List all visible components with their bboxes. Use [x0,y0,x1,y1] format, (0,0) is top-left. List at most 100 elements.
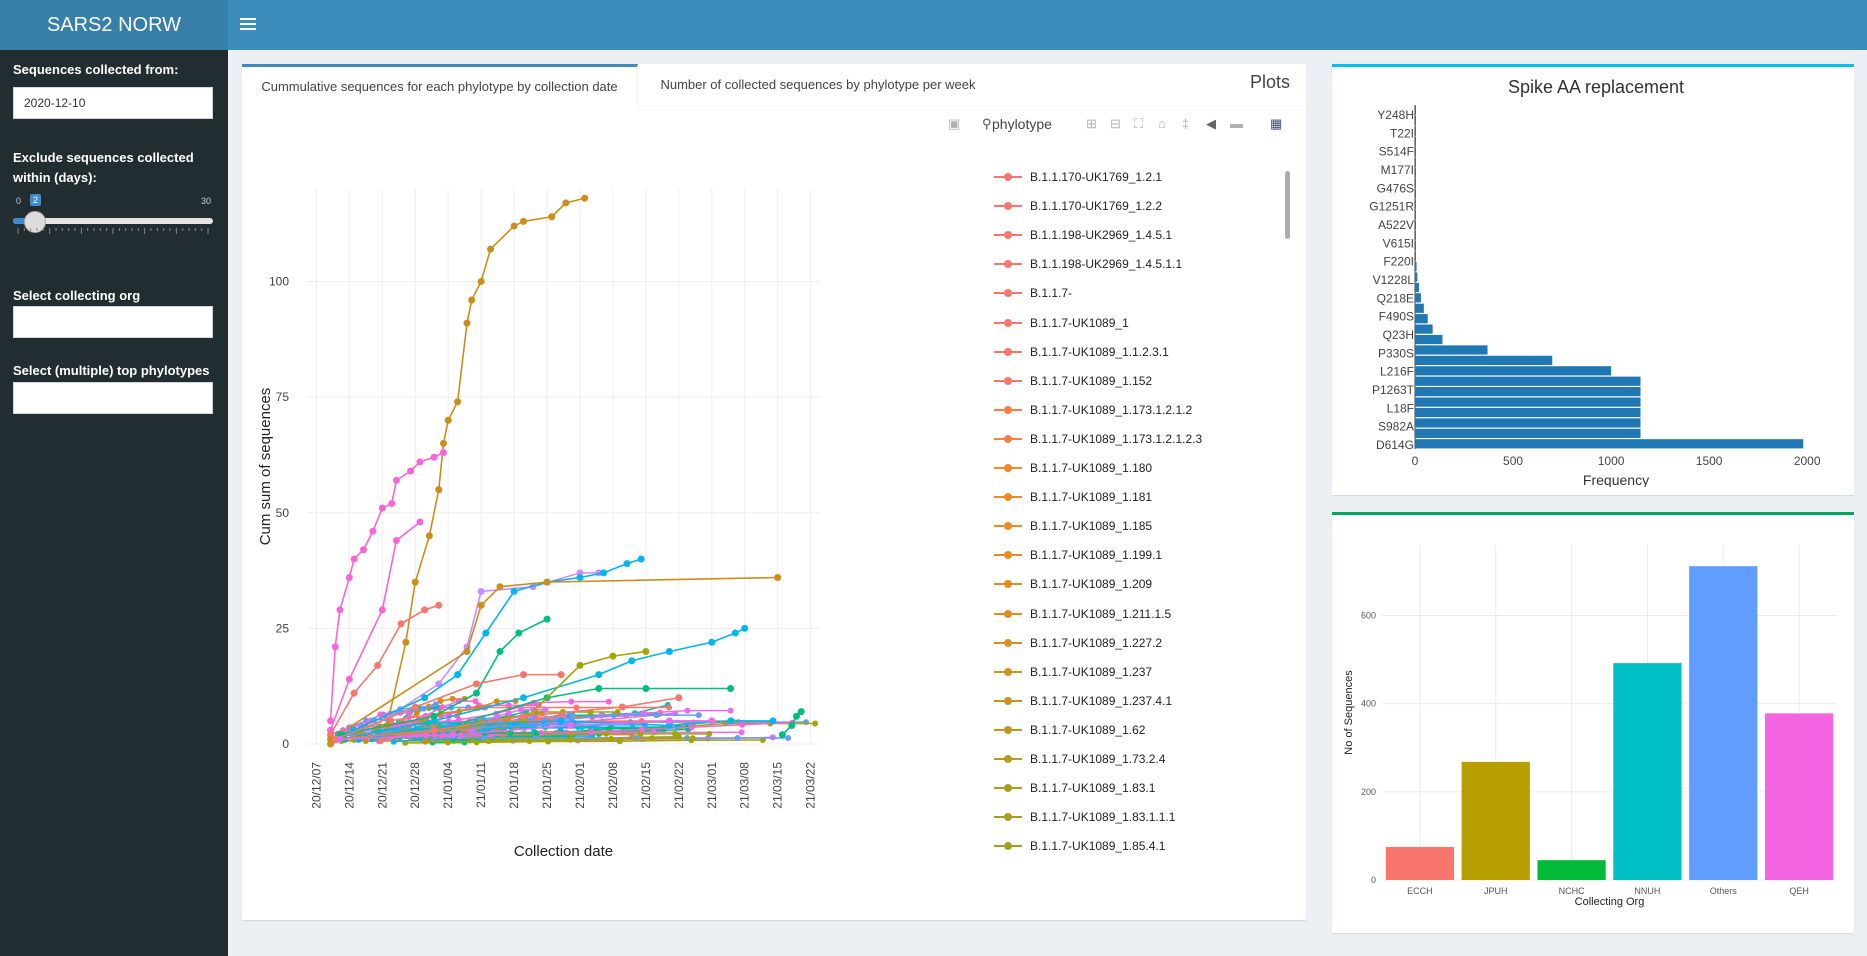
series-point [454,398,462,406]
series-point [444,416,452,424]
series-point [454,671,462,679]
series-point [618,703,626,711]
series-point [402,638,410,646]
background-series-point [812,720,819,727]
series-line [329,521,421,731]
background-series-point [444,739,451,746]
slider-ticks [17,228,209,234]
spike-bar [1415,303,1424,313]
slider-handle[interactable] [24,211,46,233]
series-point [774,574,782,581]
app-brand[interactable]: SARS2 NORW [0,0,228,50]
plots-tabbox: Cummulative sequences for each phylotype… [242,64,1306,920]
background-series-point [684,707,691,714]
phylotypes-select[interactable] [13,382,213,414]
legend-marker [1004,289,1012,298]
x-tick-label: 21/01/04 [441,762,455,809]
phylotype-legend[interactable]: B.1.1.170-UK1769_1.2.1 B.1.1.170-UK1769_1… [994,168,1254,853]
background-series-point [666,704,673,711]
background-series-point [614,708,621,715]
series-point [411,703,419,711]
series-point [510,222,518,230]
series-point [331,643,339,651]
zoom-out-icon[interactable]: ⊟ [1110,116,1121,131]
series-point [557,717,565,725]
spike-bar [1415,397,1641,407]
zoom-icon[interactable]: ⚲ [982,116,992,131]
background-series-point [567,736,574,743]
series-point [477,601,485,609]
tab-bar: Cummulative sequences for each phylotype… [242,64,1306,109]
spike-bar [1415,345,1488,355]
slider-min-label: 0 [16,196,22,206]
series-point [496,583,504,591]
spike-bar [1415,272,1418,282]
series-point [435,601,443,609]
spike-bar [1415,387,1641,397]
series-point [345,675,353,683]
series-point [416,518,424,526]
spike-bar [1415,178,1416,188]
x-tick-label: 21/01/25 [540,762,554,809]
legend-marker [1004,609,1012,618]
slider-track[interactable] [13,218,213,224]
series-point [487,245,495,253]
series-point [392,476,400,484]
spike-category-label: Q23H [1383,328,1414,342]
series-point [439,449,447,457]
spike-bar [1415,334,1443,345]
series-point [543,578,551,586]
spike-bar [1415,251,1416,261]
series-point [463,648,471,655]
x-tick-label: 21/01/18 [507,762,521,809]
x-tick-label: QEH [1789,886,1809,896]
background-series-point [518,706,525,713]
background-series-point [568,698,575,705]
series-point [515,629,523,637]
series-point [392,537,400,544]
autoscale-icon[interactable]: ⛶ [1134,116,1144,131]
background-series-point [688,724,695,731]
series-line [339,618,548,736]
spike-bar [1415,230,1416,240]
x-tick-label: 21/03/22 [804,762,818,809]
exclude-days-slider[interactable]: 0 2 30 [13,192,213,252]
hover-compare-icon[interactable]: ▬ [1230,116,1243,131]
plotly-logo-icon[interactable]: ▦ [1270,116,1283,131]
background-series-point [377,711,384,718]
series-point [642,648,650,655]
tab-cumulative[interactable]: Cummulative sequences for each phylotype… [242,64,638,109]
series-point [642,685,650,692]
series-point [327,717,335,725]
series-point [482,629,490,637]
org-bar [1385,846,1455,880]
spike-aa-bar-chart[interactable]: Spike AA replacement Y248H T22I S514F M177I G… [1332,67,1854,487]
spike-category-label: L216F [1380,365,1414,379]
series-point [345,574,353,581]
series-point [378,504,386,512]
legend-label: B.1.1.7-UK1089_1.62 [1030,722,1146,737]
camera-icon[interactable]: ▣ [948,116,961,131]
sidebar-toggle-icon[interactable] [240,15,256,35]
zoom-in-icon[interactable]: ⊞ [1086,116,1097,131]
legend-scrollbar[interactable] [1285,171,1290,239]
spike-icon[interactable]: ‡ [1182,116,1190,131]
collecting-org-bar-chart[interactable]: 0 200 400 600 ECCH JPUH NCHC NNUH Others QEH Colle… [1332,515,1854,925]
hover-closest-icon[interactable]: ◀ [1206,116,1216,131]
spike-category-label: L18F [1387,401,1414,415]
legend-label: B.1.1.198-UK2969_1.4.5.1 [1030,228,1173,243]
series-point [374,661,382,669]
date-from-input[interactable]: 2020-12-10 [13,87,213,119]
cumulative-line-chart[interactable]: 0 25 50 75 100 20/12/07 20/12/14 20/12/21 20/12/… [242,134,982,914]
home-icon[interactable]: ⌂ [1158,116,1166,131]
series-point [562,199,570,207]
series-point [543,615,551,623]
legend-marker [1004,231,1012,240]
tab-weekly[interactable]: Number of collected sequences by phyloty… [660,77,976,92]
legend-label: B.1.1.7-UK1089_1.73.2.4 [1030,752,1166,766]
series-point [576,574,584,581]
collecting-org-select[interactable] [13,306,213,338]
series-point [435,486,443,494]
series-point [463,319,471,327]
slider-max-label: 30 [200,196,211,206]
